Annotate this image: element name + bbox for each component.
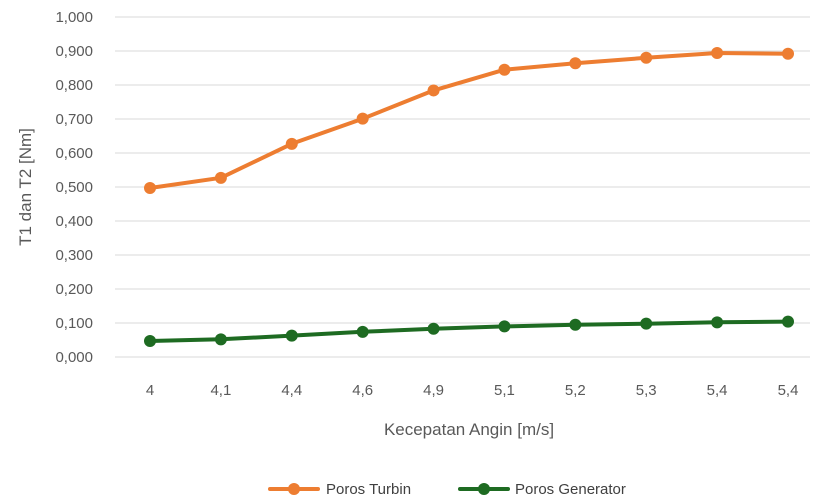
series-layer xyxy=(144,47,794,348)
x-tick-label: 4,1 xyxy=(210,382,231,399)
data-point xyxy=(427,84,440,97)
y-tick-label: 0,300 xyxy=(55,247,93,264)
data-point xyxy=(285,329,298,342)
legend-label: Poros Generator xyxy=(515,481,626,498)
y-tick-label: 0,600 xyxy=(55,145,93,162)
x-tick-label: 5,1 xyxy=(494,382,515,399)
data-point xyxy=(285,137,298,150)
legend-item: Poros Generator xyxy=(458,481,626,498)
data-point xyxy=(498,63,511,76)
x-tick-label: 5,4 xyxy=(778,382,799,399)
data-point xyxy=(640,51,653,64)
data-point xyxy=(144,182,156,195)
x-tick-label: 4 xyxy=(146,382,154,399)
data-point xyxy=(640,317,653,330)
gridlines xyxy=(115,16,810,358)
legend-swatch-marker xyxy=(288,483,300,495)
y-tick-label: 1,000 xyxy=(55,9,93,26)
data-point xyxy=(782,47,794,60)
x-tick-labels: 4 4,1 4,4 4,6 4,9 5,1 5,2 5,3 5,4 5,4 xyxy=(146,382,799,399)
y-tick-label: 0,000 xyxy=(55,349,93,366)
y-tick-label: 0,400 xyxy=(55,213,93,230)
x-tick-label: 5,3 xyxy=(636,382,657,399)
x-tick-label: 4,9 xyxy=(423,382,444,399)
data-point xyxy=(356,112,369,125)
y-tick-label: 0,900 xyxy=(55,43,93,60)
y-tick-label: 0,500 xyxy=(55,179,93,196)
y-tick-label: 0,100 xyxy=(55,315,93,332)
data-point xyxy=(427,322,440,335)
x-tick-label: 4,4 xyxy=(281,382,302,399)
x-tick-label: 4,6 xyxy=(352,382,373,399)
x-axis-title: Kecepatan Angin [m/s] xyxy=(384,420,554,439)
data-point xyxy=(569,57,582,70)
x-tick-label: 5,2 xyxy=(565,382,586,399)
legend-item: Poros Turbin xyxy=(268,481,411,498)
y-tick-label: 0,800 xyxy=(55,77,93,94)
series-line xyxy=(148,319,790,343)
data-point xyxy=(711,316,724,329)
legend: Poros Turbin Poros Generator xyxy=(268,481,626,498)
y-tick-labels: 0,000 0,100 0,200 0,300 0,400 0,500 0,600 0,700… xyxy=(55,9,93,366)
data-point xyxy=(782,315,794,328)
x-tick-label: 5,4 xyxy=(707,382,728,399)
y-axis-title: T1 dan T2 [Nm] xyxy=(16,128,35,246)
series-line xyxy=(148,51,790,190)
data-point xyxy=(144,335,156,348)
data-point xyxy=(214,333,227,346)
data-point xyxy=(711,47,724,60)
y-tick-label: 0,200 xyxy=(55,281,93,298)
legend-swatch-marker xyxy=(478,483,490,495)
series-poros-generator xyxy=(144,315,794,348)
y-tick-label: 0,700 xyxy=(55,111,93,128)
data-point xyxy=(356,325,369,338)
data-point xyxy=(569,318,582,331)
legend-label: Poros Turbin xyxy=(326,481,411,498)
series-poros-turbin xyxy=(144,47,794,195)
data-point xyxy=(498,320,511,333)
data-point xyxy=(214,171,227,184)
